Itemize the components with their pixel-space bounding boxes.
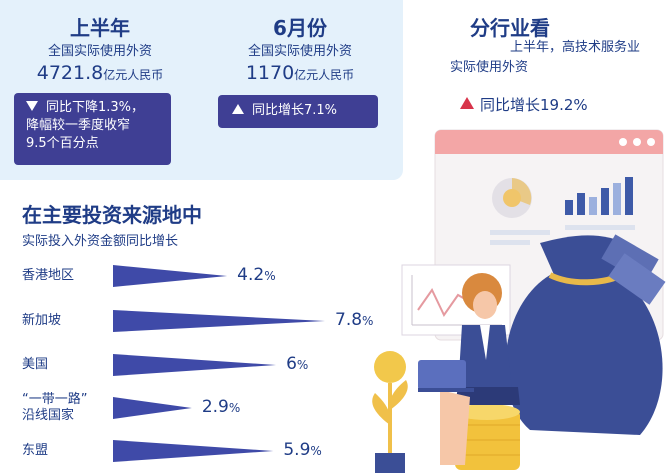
red-up-triangle-icon [460,97,474,109]
june-number: 1170 [245,62,295,84]
bar-5 [113,440,274,462]
bar-widget-icon [565,177,633,215]
sector-subtitle-line-1: 上半年，高技术服务业 [509,40,640,55]
category-label-2: 新加坡 [22,313,62,328]
half-year-change-line-1: 同比下降1.3%， [26,99,171,117]
sources-chart: 香港地区 4.2% 新加坡 7.8% 美国 6% “一带一路” 沿线国家 2.9% 东盟 5.9% [22,265,374,462]
half-year-title: 上半年 [70,16,130,40]
june-value: 1170亿元人民币 [218,62,382,84]
half-year-change-badge: 同比下降1.3%， 降幅较一季度收窄 9.5个百分点 [14,93,171,165]
june-change-badge: 同比增长7.1% [218,95,378,128]
sector-title: 分行业看 [470,16,550,40]
sector-growth: 同比增长19.2% [460,94,588,115]
value-label-4: 2.9% [201,397,241,417]
bar-3 [113,354,277,376]
half-year-subtitle: 全国实际使用外资 [47,44,152,59]
down-triangle-icon [26,101,38,111]
value-label-2: 7.8% [335,310,374,330]
category-label-1: 香港地区 [22,268,75,283]
june-unit: 亿元人民币 [294,68,355,82]
category-label-3: 美国 [22,357,49,372]
sources-title: 在主要投资来源地中 [22,203,202,227]
plant-icon [372,351,408,473]
up-triangle-icon [232,104,244,114]
half-year-change-line-2: 降幅较一季度收窄 [26,118,131,133]
june-title: 6月份 [273,16,327,40]
sector-subtitle-line-2: 实际使用外资 [450,60,529,75]
half-year-number: 4721.8 [36,62,104,84]
money-bag-icon [505,234,666,435]
sources-subtitle: 实际投入外资金额同比增长 [22,234,179,249]
category-label-4: “一带一路” 沿线国家 [22,392,88,423]
half-year-change-line-3: 9.5个百分点 [26,136,99,151]
value-label-5: 5.9% [283,440,322,460]
bar-4 [113,397,192,419]
june-subtitle: 全国实际使用外资 [247,44,352,59]
investment-illustration [372,129,666,473]
half-year-unit: 亿元人民币 [103,68,164,82]
pie-chart-icon [492,178,532,218]
bar-2 [113,310,325,332]
category-label-5: 东盟 [22,443,49,458]
sources-bars [113,265,325,462]
bar-1 [113,265,228,287]
businesswoman-icon [418,273,520,465]
sector-growth-text: 同比增长19.2% [480,96,588,114]
half-year-value: 4721.8亿元人民币 [20,62,180,84]
june-change-text: 同比增长7.1% [252,103,338,118]
value-label-3: 6% [286,354,309,374]
value-label-1: 4.2% [237,265,276,285]
sector-subtitle: 上半年，高技术服务业 实际使用外资 [420,38,640,78]
